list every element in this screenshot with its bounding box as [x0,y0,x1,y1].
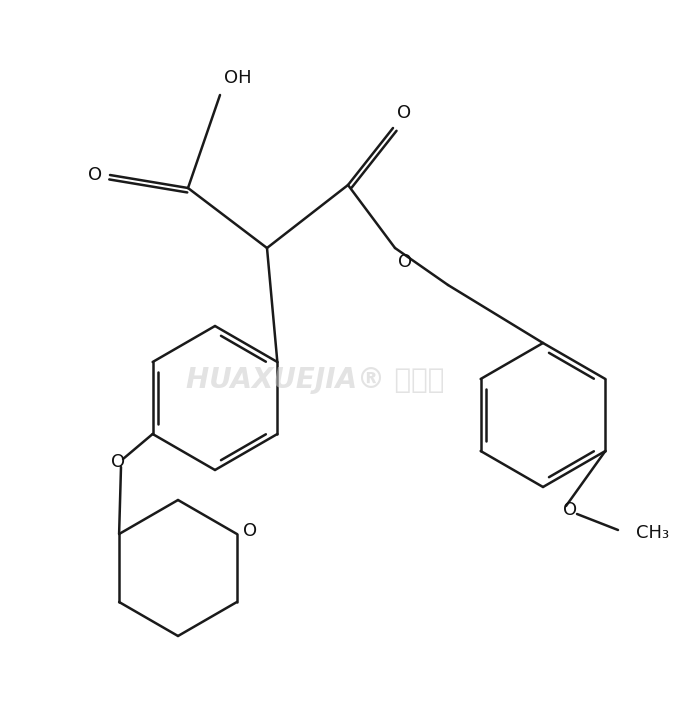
Text: O: O [397,104,411,122]
Text: O: O [111,453,125,471]
Text: O: O [243,522,257,540]
Text: CH₃: CH₃ [636,524,669,542]
Text: O: O [563,501,577,519]
Text: HUAXUEJIA® 化学加: HUAXUEJIA® 化学加 [186,366,444,394]
Text: OH: OH [224,69,252,87]
Text: O: O [88,166,102,184]
Text: O: O [398,253,412,271]
